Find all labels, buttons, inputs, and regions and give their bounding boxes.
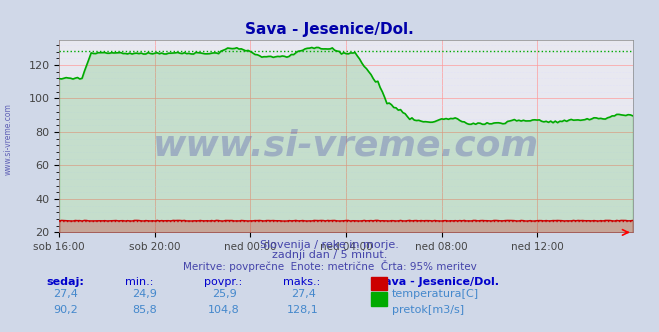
Text: min.:: min.: [125,277,154,287]
Text: Meritve: povprečne  Enote: metrične  Črta: 95% meritev: Meritve: povprečne Enote: metrične Črta:… [183,260,476,272]
Text: 104,8: 104,8 [208,305,240,315]
Text: 24,9: 24,9 [132,289,158,299]
Text: www.si-vreme.com: www.si-vreme.com [3,104,13,175]
Text: Sava - Jesenice/Dol.: Sava - Jesenice/Dol. [245,22,414,37]
Text: Slovenija / reke in morje.: Slovenija / reke in morje. [260,240,399,250]
Text: 128,1: 128,1 [287,305,319,315]
Text: 25,9: 25,9 [212,289,237,299]
Text: 27,4: 27,4 [53,289,78,299]
Text: www.si-vreme.com: www.si-vreme.com [153,129,539,163]
Text: maks.:: maks.: [283,277,321,287]
Text: zadnji dan / 5 minut.: zadnji dan / 5 minut. [272,250,387,260]
Text: 27,4: 27,4 [291,289,316,299]
Text: sedaj:: sedaj: [46,277,84,287]
Text: 90,2: 90,2 [53,305,78,315]
Text: 85,8: 85,8 [132,305,158,315]
Text: temperatura[C]: temperatura[C] [392,289,479,299]
Text: pretok[m3/s]: pretok[m3/s] [392,305,464,315]
Text: Sava - Jesenice/Dol.: Sava - Jesenice/Dol. [376,277,499,287]
Text: povpr.:: povpr.: [204,277,243,287]
